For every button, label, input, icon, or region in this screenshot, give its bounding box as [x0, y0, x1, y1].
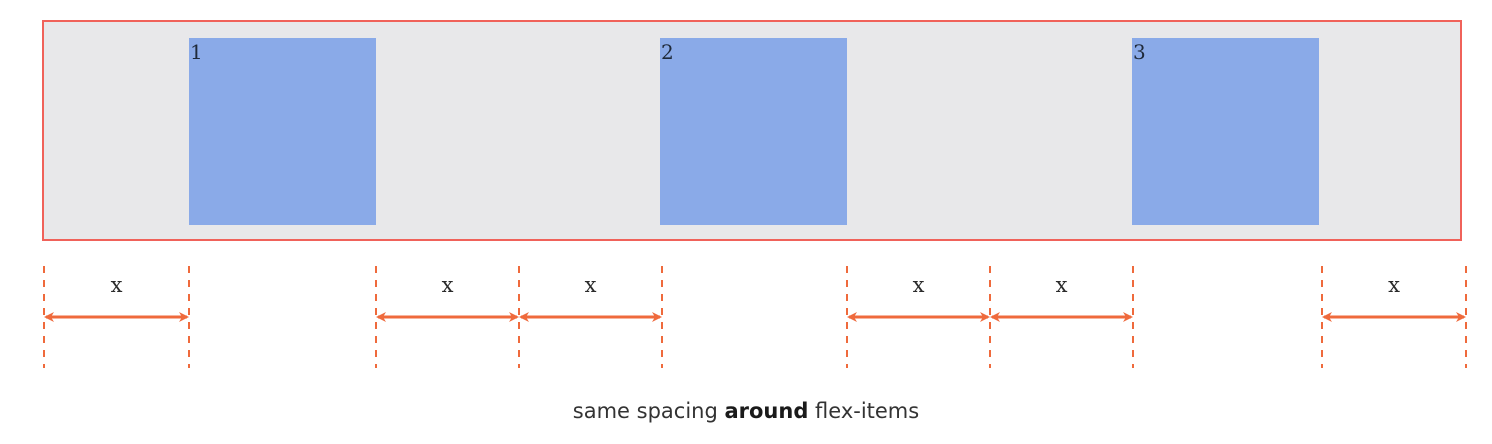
caption: same spacing around flex-items	[0, 399, 1492, 423]
flex-item-1-label: 1	[190, 40, 203, 64]
flex-item-2: 2	[660, 38, 847, 225]
spacing-label-4: x	[913, 273, 925, 297]
caption-emphasis: around	[724, 399, 809, 423]
spacing-label-2: x	[442, 273, 454, 297]
flex-item-2-label: 2	[661, 40, 674, 64]
spacing-label-6: x	[1388, 273, 1400, 297]
flex-container: 1 2 3	[42, 20, 1462, 241]
caption-before: same spacing	[572, 399, 725, 423]
flex-item-1: 1	[189, 38, 376, 225]
caption-after: flex-items	[808, 399, 920, 423]
flex-item-3-label: 3	[1133, 40, 1146, 64]
spacing-label-1: x	[111, 273, 123, 297]
spacing-label-5: x	[1056, 273, 1068, 297]
guide-lines	[43, 266, 1467, 368]
spacing-label-3: x	[585, 273, 597, 297]
flex-item-3: 3	[1132, 38, 1319, 225]
